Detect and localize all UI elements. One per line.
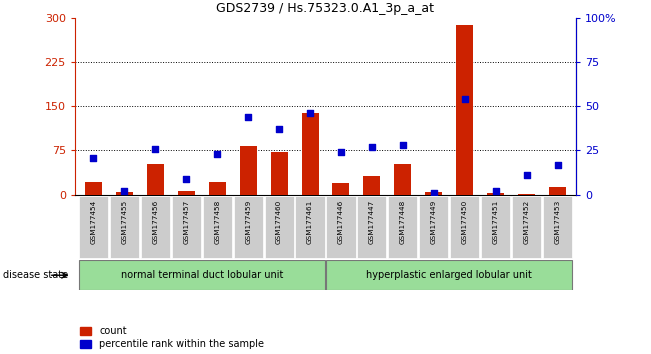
Bar (202, 196, 232, 258)
Text: GSM177454: GSM177454 (90, 200, 96, 244)
Text: GSM177450: GSM177450 (462, 200, 467, 244)
Bar (141, 196, 170, 258)
Bar (79, 260, 325, 290)
Point (552, 162, 562, 167)
Bar (456, 25, 473, 195)
Bar (116, 192, 133, 195)
Point (243, 114, 253, 120)
Point (181, 176, 191, 182)
Text: GSM177455: GSM177455 (121, 200, 128, 244)
Bar (549, 187, 566, 195)
Point (490, 188, 501, 194)
Bar (271, 152, 288, 195)
Bar (518, 194, 535, 195)
Point (398, 142, 408, 148)
Legend: count, percentile rank within the sample: count, percentile rank within the sample (79, 326, 264, 349)
Text: disease state: disease state (3, 270, 68, 280)
Text: GSM177460: GSM177460 (276, 200, 282, 244)
Bar (85, 182, 102, 195)
Text: GSM177456: GSM177456 (152, 200, 158, 244)
Point (89, 155, 99, 160)
Bar (79, 196, 108, 258)
Point (521, 172, 532, 178)
Bar (296, 196, 325, 258)
Bar (209, 182, 226, 195)
Bar (419, 196, 449, 258)
Bar (363, 176, 380, 195)
Point (336, 149, 346, 155)
Text: GSM177446: GSM177446 (338, 200, 344, 244)
Text: GSM177447: GSM177447 (369, 200, 375, 244)
Text: GSM177458: GSM177458 (214, 200, 220, 244)
Bar (512, 196, 541, 258)
Text: GSM177459: GSM177459 (245, 200, 251, 244)
Point (119, 188, 130, 194)
Bar (487, 193, 504, 195)
Text: GSM177457: GSM177457 (184, 200, 189, 244)
Bar (425, 192, 442, 195)
Point (274, 126, 284, 132)
Bar (234, 196, 263, 258)
Point (367, 144, 377, 150)
Text: GSM177453: GSM177453 (555, 200, 561, 244)
Text: GSM177461: GSM177461 (307, 200, 313, 244)
Bar (543, 196, 572, 258)
Bar (450, 196, 479, 258)
Text: GSM177451: GSM177451 (493, 200, 499, 244)
Bar (326, 196, 355, 258)
Bar (326, 260, 572, 290)
Text: hyperplastic enlarged lobular unit: hyperplastic enlarged lobular unit (367, 270, 533, 280)
Text: normal terminal duct lobular unit: normal terminal duct lobular unit (120, 270, 283, 280)
Bar (172, 196, 201, 258)
Bar (110, 196, 139, 258)
Text: GSM177452: GSM177452 (523, 200, 530, 244)
Point (150, 146, 161, 152)
Point (212, 151, 223, 157)
Bar (240, 146, 256, 195)
Bar (301, 113, 318, 195)
Text: GSM177448: GSM177448 (400, 200, 406, 244)
Bar (333, 183, 350, 195)
Point (428, 190, 439, 196)
Bar (395, 164, 411, 195)
Bar (264, 196, 294, 258)
Point (460, 96, 470, 102)
Bar (357, 196, 387, 258)
Bar (178, 190, 195, 195)
Text: GSM177449: GSM177449 (431, 200, 437, 244)
Title: GDS2739 / Hs.75323.0.A1_3p_a_at: GDS2739 / Hs.75323.0.A1_3p_a_at (217, 2, 434, 15)
Bar (388, 196, 417, 258)
Bar (481, 196, 510, 258)
Point (305, 110, 315, 116)
Bar (147, 164, 164, 195)
